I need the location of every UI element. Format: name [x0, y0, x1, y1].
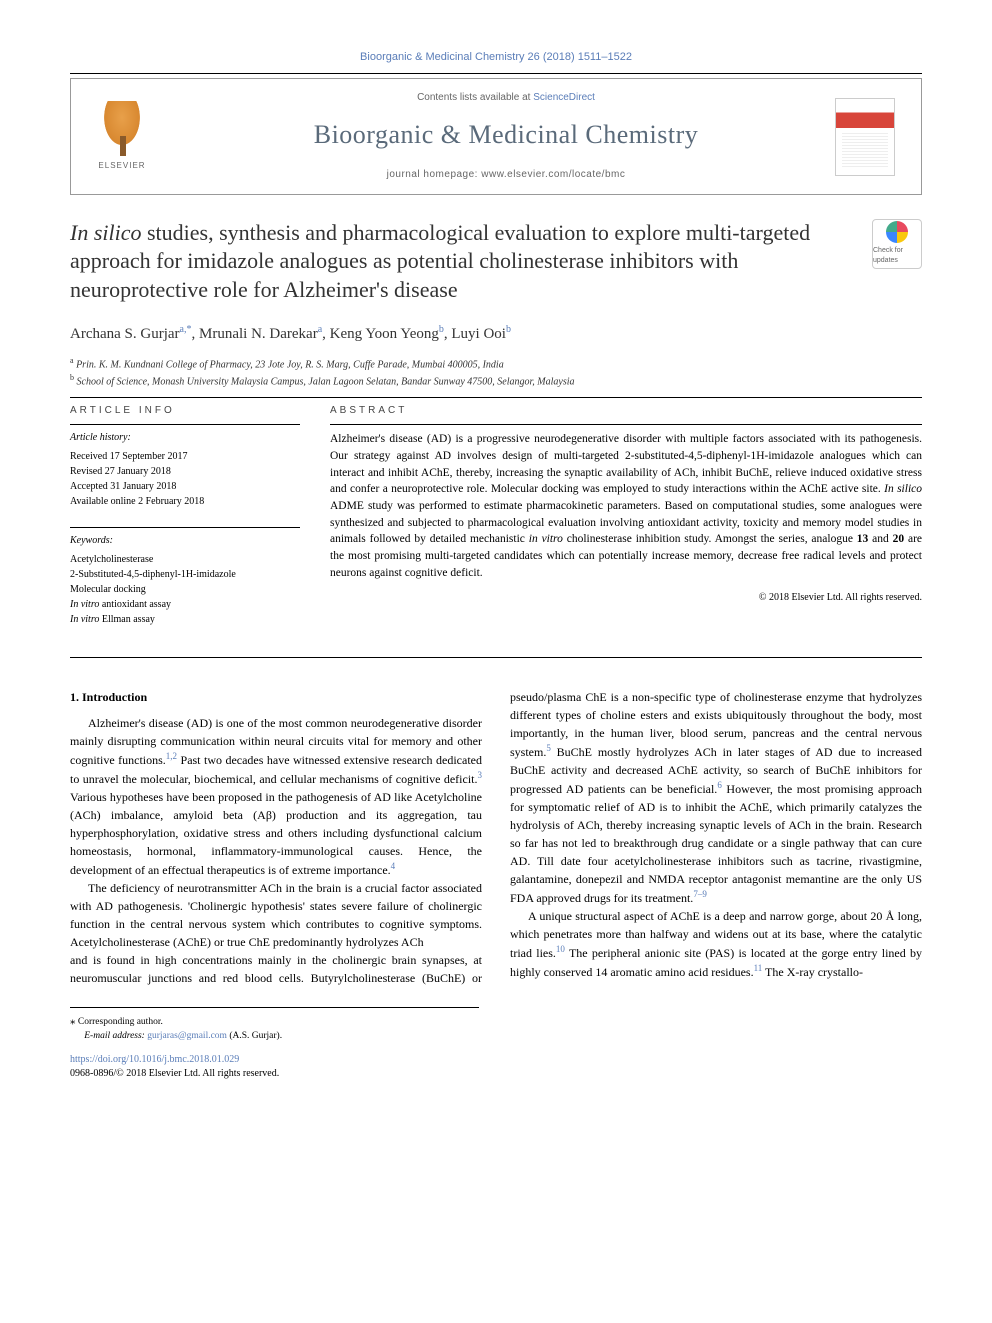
citation[interactable]: 10 [556, 944, 565, 954]
keyword: In vitro Ellman assay [70, 612, 300, 627]
article-info-column: ARTICLE INFO Article history: Received 1… [70, 404, 300, 627]
keyword: Acetylcholinesterase [70, 552, 300, 567]
abstract-text: Alzheimer's disease (AD) is a progressiv… [330, 431, 922, 581]
rule-keywords [70, 527, 300, 528]
history-item: Revised 27 January 2018 [70, 464, 300, 479]
affiliations: a Prin. K. M. Kundnani College of Pharma… [70, 355, 922, 390]
article-body: 1. Introduction Alzheimer's disease (AD)… [70, 688, 922, 987]
author: Keng Yoon Yeongb [330, 326, 444, 342]
article-info-heading: ARTICLE INFO [70, 404, 300, 418]
rule-abstract [330, 424, 922, 425]
body-paragraph: Alzheimer's disease (AD) is one of the m… [70, 714, 482, 879]
check-updates-icon [886, 221, 908, 243]
history-label: Article history: [70, 431, 300, 445]
rule-above-info [70, 397, 922, 398]
citation[interactable]: 3 [478, 770, 483, 780]
publisher-logo: ELSEVIER [87, 97, 177, 177]
rule-below-abstract [70, 657, 922, 658]
affiliation: a Prin. K. M. Kundnani College of Pharma… [70, 355, 922, 372]
check-updates-badge[interactable]: Check for updates [872, 219, 922, 269]
sciencedirect-link[interactable]: ScienceDirect [533, 92, 595, 103]
article-title: In silico studies, synthesis and pharmac… [70, 219, 922, 305]
journal-name: Bioorganic & Medicinal Chemistry [177, 117, 835, 153]
citation[interactable]: 7–9 [693, 889, 707, 899]
contents-available-line: Contents lists available at ScienceDirec… [177, 91, 835, 105]
author-list: Archana S. Gurjara,*, Mrunali N. Darekar… [70, 323, 922, 345]
cover-thumbnail [835, 98, 905, 176]
footer-copyright: 0968-0896/© 2018 Elsevier Ltd. All right… [70, 1067, 922, 1081]
keyword: In vitro antioxidant assay [70, 597, 300, 612]
author: Mrunali N. Darekara [199, 326, 322, 342]
publisher-name: ELSEVIER [98, 160, 145, 171]
journal-homepage-url[interactable]: www.elsevier.com/locate/bmc [481, 169, 625, 180]
corresponding-author-footer: ⁎ Corresponding author. E-mail address: … [70, 1007, 479, 1043]
masthead: ELSEVIER Contents lists available at Sci… [70, 78, 922, 194]
keyword: 2-Substituted-4,5-diphenyl-1H-imidazole [70, 567, 300, 582]
body-paragraph: A unique structural aspect of AChE is a … [510, 907, 922, 981]
footer-doi: https://doi.org/10.1016/j.bmc.2018.01.02… [70, 1053, 922, 1067]
keyword: Molecular docking [70, 582, 300, 597]
body-paragraph: The deficiency of neurotransmitter ACh i… [70, 879, 482, 951]
keywords-label: Keywords: [70, 534, 300, 548]
history-item: Received 17 September 2017 [70, 449, 300, 464]
rule-info [70, 424, 300, 425]
abstract-column: ABSTRACT Alzheimer's disease (AD) is a p… [330, 404, 922, 627]
corresponding-email[interactable]: gurjaras@gmail.com [147, 1031, 227, 1041]
citation[interactable]: 4 [391, 861, 396, 871]
abstract-heading: ABSTRACT [330, 404, 922, 418]
history-item: Available online 2 February 2018 [70, 494, 300, 509]
history-item: Accepted 31 January 2018 [70, 479, 300, 494]
citation[interactable]: 11 [754, 963, 763, 973]
affiliation: b School of Science, Monash University M… [70, 372, 922, 389]
doi-link[interactable]: https://doi.org/10.1016/j.bmc.2018.01.02… [70, 1054, 239, 1065]
running-head: Bioorganic & Medicinal Chemistry 26 (201… [70, 50, 922, 65]
rule-top [70, 73, 922, 74]
author: Luyi Ooib [451, 326, 511, 342]
elsevier-tree-icon [97, 101, 147, 156]
author: Archana S. Gurjara,* [70, 326, 192, 342]
citation[interactable]: 1,2 [166, 751, 177, 761]
journal-homepage-line: journal homepage: www.elsevier.com/locat… [177, 168, 835, 182]
section-heading: 1. Introduction [70, 688, 482, 706]
abstract-copyright: © 2018 Elsevier Ltd. All rights reserved… [330, 591, 922, 605]
